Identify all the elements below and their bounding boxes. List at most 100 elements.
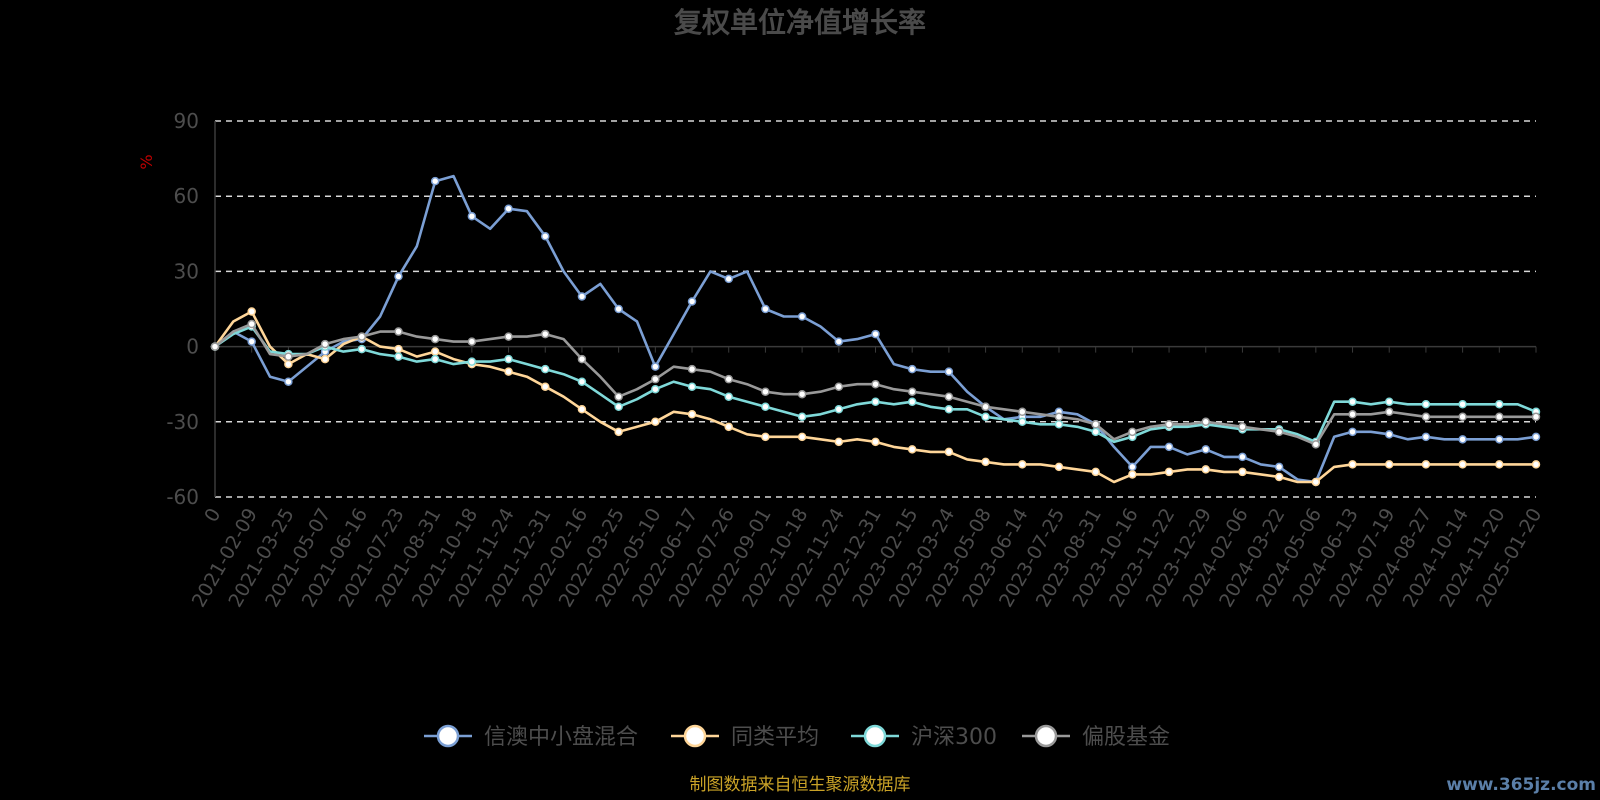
data-point [542,331,549,338]
legend-marker [1036,726,1056,746]
data-point [1166,443,1173,450]
data-point [1019,418,1026,425]
data-point [1386,408,1393,415]
data-point [909,366,916,373]
data-point [799,391,806,398]
legend-marker [865,726,885,746]
data-point [1019,408,1026,415]
data-point [945,368,952,375]
series-4 [212,321,1540,448]
data-point [1386,461,1393,468]
legend-label: 沪深300 [911,725,997,750]
data-point [725,393,732,400]
data-point [395,328,402,335]
x-axis-ticks: 02021-02-092021-03-252021-05-072021-06-1… [188,347,1547,612]
legend-marker [685,726,705,746]
data-point [542,383,549,390]
data-point [1422,413,1429,420]
x-tick-label: 0 [200,505,225,526]
data-point [248,308,255,315]
data-point [395,353,402,360]
data-point [1459,461,1466,468]
data-point [468,338,475,345]
data-point [1019,461,1026,468]
data-point [358,333,365,340]
data-point [689,366,696,373]
data-point [1533,413,1540,420]
data-point [1459,436,1466,443]
legend-item[interactable]: 信澳中小盘混合 [424,725,638,750]
data-point [1239,453,1246,460]
data-point [1422,461,1429,468]
data-point [872,438,879,445]
data-point [578,378,585,385]
data-point [322,341,329,348]
data-point [982,413,989,420]
legend-label: 信澳中小盘混合 [484,725,638,750]
legend-item[interactable]: 沪深300 [851,725,997,750]
data-point [945,406,952,413]
data-point [432,348,439,355]
data-point [652,376,659,383]
data-point [762,433,769,440]
data-point [1349,411,1356,418]
data-point [1239,468,1246,475]
legend-item[interactable]: 偏股基金 [1022,725,1170,750]
data-point [1386,431,1393,438]
data-point [1202,446,1209,453]
data-point [799,313,806,320]
data-point [689,298,696,305]
legend-marker [438,726,458,746]
legend-item[interactable]: 同类平均 [671,725,819,750]
data-point [578,293,585,300]
data-point [1533,433,1540,440]
data-point [689,411,696,418]
data-point [1422,401,1429,408]
watermark: www.365jz.com [1446,775,1596,795]
data-point [468,213,475,220]
series-lines [212,176,1540,485]
data-point [762,306,769,313]
data-point [1496,401,1503,408]
legend-label: 偏股基金 [1082,725,1170,750]
data-point [1092,468,1099,475]
data-point [432,336,439,343]
data-point [1129,428,1136,435]
data-point [1055,463,1062,470]
data-point [1422,433,1429,440]
y-tick-label: 60 [174,184,199,208]
data-point [578,356,585,363]
data-point [432,356,439,363]
data-point [982,403,989,410]
data-point [615,403,622,410]
data-point [505,205,512,212]
data-point [835,383,842,390]
data-point [1202,466,1209,473]
data-point [762,388,769,395]
data-point [1276,463,1283,470]
data-point [248,321,255,328]
data-point [909,388,916,395]
data-point [1496,436,1503,443]
data-point [1239,423,1246,430]
data-point [1349,428,1356,435]
legend[interactable]: 信澳中小盘混合 同类平均 沪深300 偏股基金 [424,725,1170,750]
data-point [945,448,952,455]
y-tick-label: 0 [186,335,199,359]
data-point [1349,461,1356,468]
data-point [1166,468,1173,475]
y-axis-ticks: 90 60 30 0 -30 -60 [166,109,199,509]
data-point [652,418,659,425]
data-point [468,358,475,365]
data-source-note: 制图数据来自恒生聚源数据库 [690,775,911,795]
data-point [1496,413,1503,420]
y-tick-label: 90 [174,109,199,133]
y-tick-label: -30 [166,410,199,434]
y-axis-unit: % [137,154,156,169]
data-point [1055,413,1062,420]
data-point [1276,473,1283,480]
data-point [652,363,659,370]
y-tick-label: -60 [166,485,199,509]
data-point [1055,421,1062,428]
